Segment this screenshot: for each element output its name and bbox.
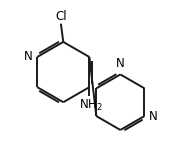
Text: N: N [24,50,32,63]
Text: Cl: Cl [55,10,67,23]
Text: N: N [149,110,158,123]
Text: N: N [116,57,125,70]
Text: NH$_2$: NH$_2$ [79,97,103,112]
